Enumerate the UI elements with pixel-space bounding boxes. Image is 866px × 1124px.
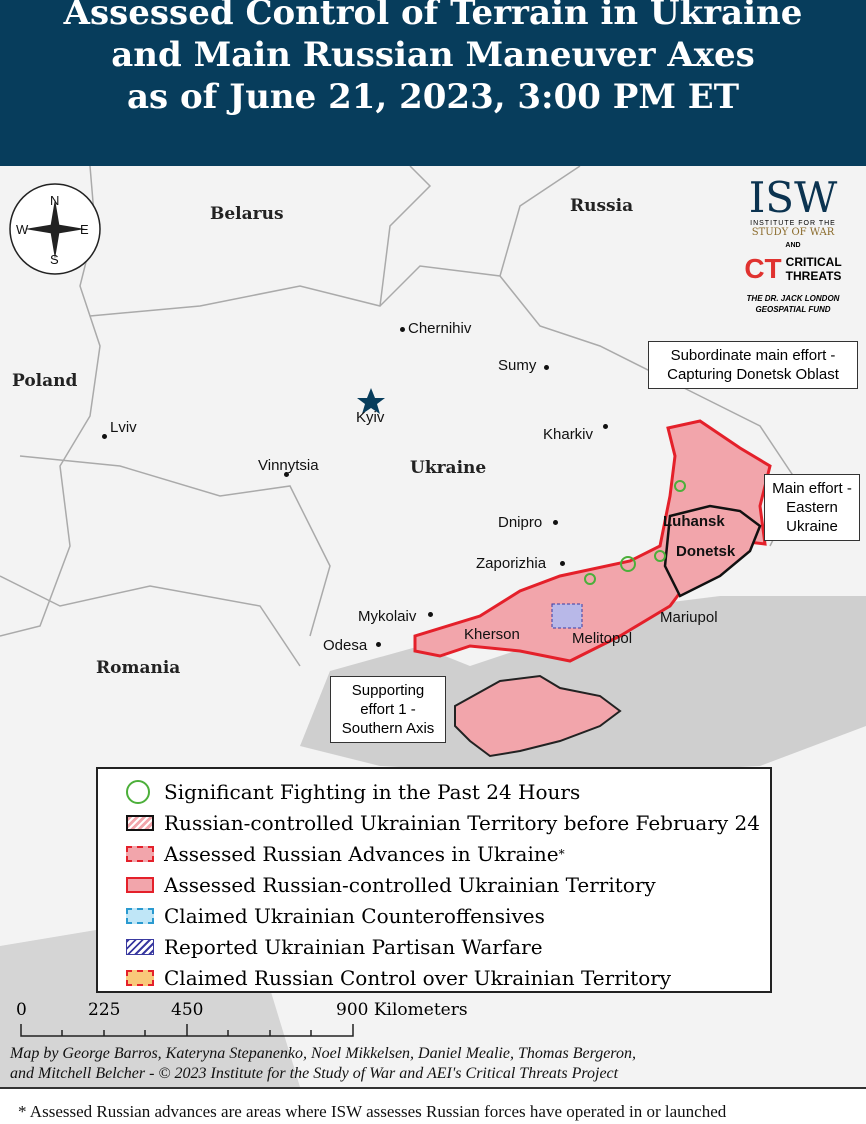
city-odesa: Odesa: [323, 637, 368, 654]
swatch-counteroffensive: [126, 908, 154, 924]
city-vinnytsia: Vinnytsia: [258, 457, 319, 474]
city-sumy: Sumy: [498, 357, 537, 374]
isw-sub1: INSTITUTE FOR THE: [750, 220, 836, 227]
ct2: THREATS: [785, 269, 842, 283]
legend-sup: *: [558, 847, 565, 861]
compass-w: W: [16, 222, 29, 237]
city-donetsk: Donetsk: [676, 543, 736, 560]
city-luhansk: Luhansk: [663, 513, 725, 530]
title-line: Assessed Control of Terrain in Ukraine: [63, 0, 803, 33]
legend-label: Russian-controlled Ukrainian Territory b…: [164, 811, 760, 835]
callout-subordinate: Subordinate main effort - Capturing Done…: [648, 341, 858, 389]
country-belarus: Belarus: [210, 204, 284, 224]
compass-e: E: [80, 222, 89, 237]
pre-2022-territory: [663, 504, 762, 598]
compass-n: N: [50, 193, 60, 208]
ct-mark: CT: [744, 253, 782, 284]
city-dnipro: Dnipro: [498, 514, 543, 531]
legend: Significant Fighting in the Past 24 Hour…: [96, 767, 772, 993]
legend-label: Significant Fighting in the Past 24 Hour…: [164, 780, 581, 804]
city-kyiv: Kyiv: [356, 409, 385, 426]
swatch-controlled: [126, 877, 154, 893]
city-melitopol: Melitopol: [572, 630, 633, 647]
fund2: GEOSPATIAL FUND: [755, 305, 831, 314]
country-poland: Poland: [12, 371, 78, 391]
title-line: as of June 21, 2023, 3:00 PM ET: [126, 77, 740, 117]
crimea: [454, 674, 622, 758]
isw-ct-logo: ISW INSTITUTE FOR THE STUDY OF WAR AND C…: [728, 176, 858, 315]
legend-label: Assessed Russian-controlled Ukrainian Te…: [164, 873, 656, 897]
ct1: CRITICAL: [785, 255, 842, 269]
partisan-area: [551, 603, 583, 629]
country-russia: Russia: [570, 196, 634, 216]
scale-225: 225: [88, 1000, 121, 1020]
city-zaporizhia: Zaporizhia: [476, 555, 547, 572]
callout-main: Main effort - Eastern Ukraine: [764, 474, 860, 541]
fighting-icon: [126, 780, 150, 804]
swatch-pre-feb24: [126, 815, 154, 831]
kyiv-star-icon: [357, 388, 385, 414]
city-mariupol: Mariupol: [660, 609, 718, 626]
map-credits: Map by George Barros, Kateryna Stepanenk…: [10, 1044, 636, 1084]
scale-unit: Kilometers: [373, 1000, 468, 1020]
compass-s: S: [50, 252, 59, 267]
legend-label: Reported Ukrainian Partisan Warfare: [164, 935, 543, 959]
country-romania: Romania: [96, 658, 181, 678]
scale-450: 450: [171, 1000, 204, 1020]
credits-line1: Map by George Barros, Kateryna Stepanenk…: [10, 1045, 636, 1062]
scale-900: 900: [336, 1000, 369, 1020]
callout-supporting: Supporting effort 1 - Southern Axis: [330, 676, 446, 743]
swatch-partisan: [126, 939, 154, 955]
logo-and: AND: [785, 242, 801, 249]
title-line: and Main Russian Maneuver Axes: [111, 35, 755, 75]
swatch-claimed-russian: [126, 970, 154, 986]
legend-label: Assessed Russian Advances in Ukraine: [164, 842, 559, 866]
city-kharkiv: Kharkiv: [543, 426, 594, 443]
swatch-advances: [126, 846, 154, 862]
city-kherson: Kherson: [464, 626, 520, 643]
isw-sub2: STUDY OF WAR: [751, 227, 835, 238]
city-lviv: Lviv: [110, 419, 137, 436]
scale-0: 0: [16, 1000, 27, 1020]
legend-label: Claimed Russian Control over Ukrainian T…: [164, 966, 672, 990]
map-title: Assessed Control of Terrain in Ukraine a…: [0, 0, 866, 166]
map-area: N S W E ISW INSTITUTE FOR THE STUDY OF W…: [0, 166, 866, 1089]
credits-line2: and Mitchell Belcher - © 2023 Institute …: [10, 1065, 619, 1082]
compass-rose: [9, 183, 101, 275]
legend-label: Claimed Ukrainian Counteroffensives: [164, 904, 545, 928]
city-mykolaiv: Mykolaiv: [358, 608, 417, 625]
isw-logo-text: ISW: [748, 173, 838, 222]
fund1: THE DR. JACK LONDON: [746, 294, 840, 303]
city-chernihiv: Chernihiv: [408, 320, 472, 337]
footnote: * Assessed Russian advances are areas wh…: [18, 1102, 727, 1121]
country-ukraine: Ukraine: [410, 458, 487, 478]
